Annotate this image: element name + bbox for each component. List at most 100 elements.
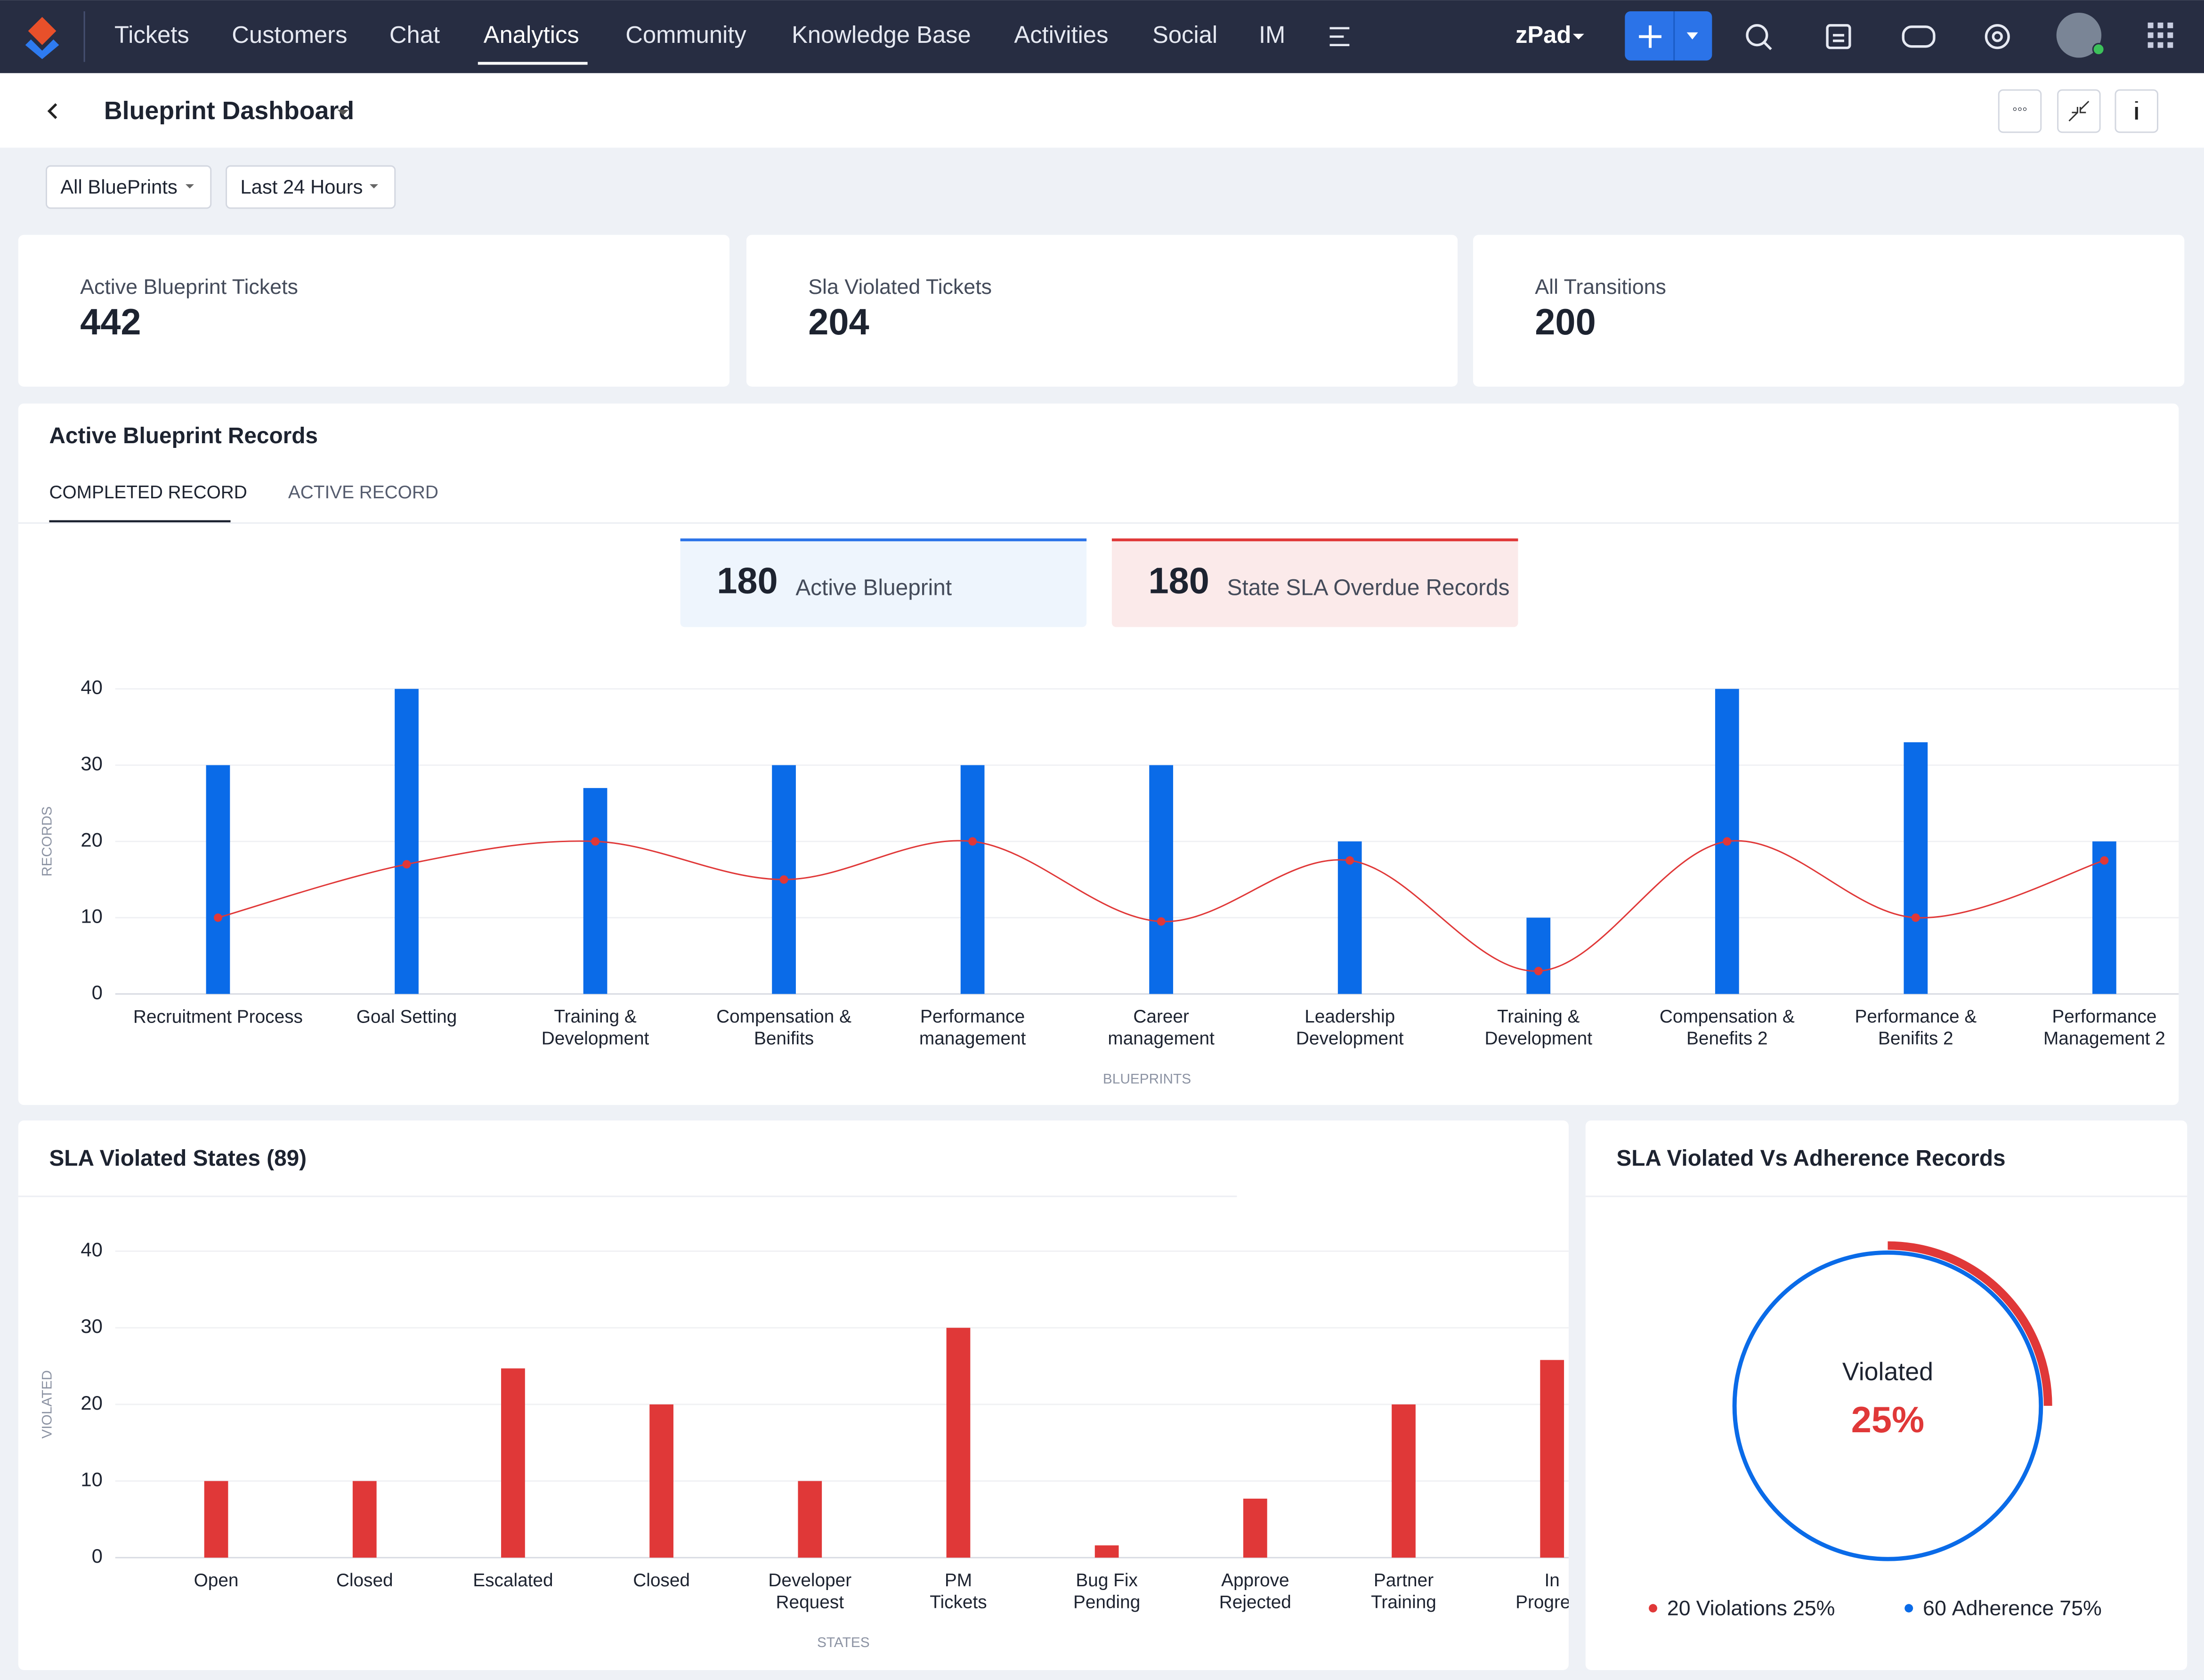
toolbar-icons[interactable] [1746,24,2010,50]
collapse-icon [2068,100,2090,122]
logo [25,16,59,59]
x-tick-label: PM Tickets [930,1570,987,1613]
add-button[interactable] [1625,11,1712,61]
line-point [213,913,222,922]
y-axis-label: RECORDS [39,806,55,877]
nav-item[interactable]: Activities [1014,21,1108,48]
plus-icon [1639,25,1661,48]
y-tick-label: 20 [81,1392,102,1414]
workspace[interactable]: zPad [1515,21,1571,48]
summary-value: 180 [1148,560,1209,601]
y-tick-label: 0 [92,1545,103,1567]
bar [1526,917,1551,994]
bar [1149,765,1174,994]
top-nav [0,0,2204,73]
bar [946,1328,971,1558]
x-tick-label: Open [194,1570,239,1591]
x-tick-label: Performance & Benifits 2 [1855,1006,1977,1049]
panel-title: Active Blueprint Records [49,423,317,448]
donut-segment [1888,1241,2052,1406]
x-tick-label: Compensation & Benefits 2 [1660,1006,1795,1049]
kpi-card [746,235,1458,387]
y-tick-label: 0 [92,981,103,1003]
line-point [1911,913,1920,922]
donut-center-value: 25% [1851,1400,1924,1440]
apps-icon[interactable] [2147,22,2173,48]
nav-item[interactable]: Tickets [114,21,189,48]
nav-item[interactable]: Knowledge Base [792,21,971,48]
kpi-label: All Transitions [1535,275,1666,299]
line-point [402,860,411,869]
line-point [779,875,788,884]
summary-box [680,538,1087,627]
kpi-card [18,235,730,387]
legend-part: 60 [1923,1596,1946,1620]
bar [960,765,985,994]
kpi-value: 200 [1535,302,1596,342]
caret [369,184,378,189]
nav-item[interactable]: Analytics [484,21,579,48]
line-point [1534,966,1543,975]
caret [1572,33,1584,40]
x-tick-label: Performance management [919,1006,1026,1049]
legend-part: Violations [1696,1596,1787,1620]
donut-segment [1732,1250,2043,1561]
avatar[interactable] [2056,13,2102,58]
nav-item[interactable]: Community [625,21,746,48]
nav-item[interactable]: Customers [232,21,347,48]
kpi-value: 442 [80,302,141,342]
back-button[interactable] [47,103,57,119]
bar [1243,1498,1267,1558]
filter-label: Last 24 Hours [240,176,363,198]
x-tick-label: Closed [336,1570,393,1591]
bar [352,1481,377,1558]
x-axis-label: BLUEPRINTS [1103,1071,1191,1087]
tab[interactable]: ACTIVE RECORD [288,482,438,503]
legend-entry: 60 Adherence 75% [1923,1596,2102,1620]
y-tick-label: 30 [81,753,102,775]
x-tick-label: Performance Management 2 [2043,1006,2165,1049]
summary-accent [680,538,1087,542]
x-tick-label: Developer Request [768,1570,851,1613]
summary-label: Active Blueprint [795,575,952,600]
x-tick-label: Goal Setting [357,1006,457,1027]
line [218,840,2105,972]
violated-panel [18,1120,1569,1670]
more-icon: ◦◦◦ [2012,101,2027,117]
bar [395,689,419,994]
nav-item[interactable]: Chat [389,21,440,48]
filter-label: All BluePrints [60,176,177,198]
more-menu[interactable] [1329,27,1350,47]
bar [1540,1360,1564,1558]
legend-part: 75% [2059,1596,2102,1620]
tab[interactable]: COMPLETED RECORD [49,482,247,503]
kpi-value: 204 [808,302,869,342]
caret [1686,32,1698,40]
caret [185,184,194,189]
legend-part: 25% [1793,1596,1835,1620]
active-indicator [478,62,588,65]
nav-item[interactable]: IM [1259,21,1285,48]
x-tick-label: Leadership Development [1296,1006,1404,1049]
filter-dropdown[interactable] [46,165,212,209]
legend-dot [1649,1604,1657,1613]
y-tick-label: 40 [81,1239,102,1261]
y-tick-label: 30 [81,1315,102,1337]
bar [1904,742,1928,994]
x-tick-label: Partner Training [1371,1570,1436,1613]
nav-item[interactable]: Social [1152,21,1217,48]
line-point [591,837,600,846]
summary-value: 180 [717,560,778,601]
bar [649,1404,673,1558]
line-point [1345,856,1354,865]
donut-panel [1585,1120,2188,1670]
header-bar [0,73,2204,148]
bar [206,765,230,994]
kpi-card [1473,235,2185,387]
filter-dropdown[interactable] [226,165,396,209]
page-title[interactable]: Blueprint Dashboard [104,97,354,125]
x-axis-label: STATES [817,1635,870,1650]
x-tick-label: Bug Fix Pending [1073,1570,1140,1613]
summary-label: State SLA Overdue Records [1227,575,1510,600]
